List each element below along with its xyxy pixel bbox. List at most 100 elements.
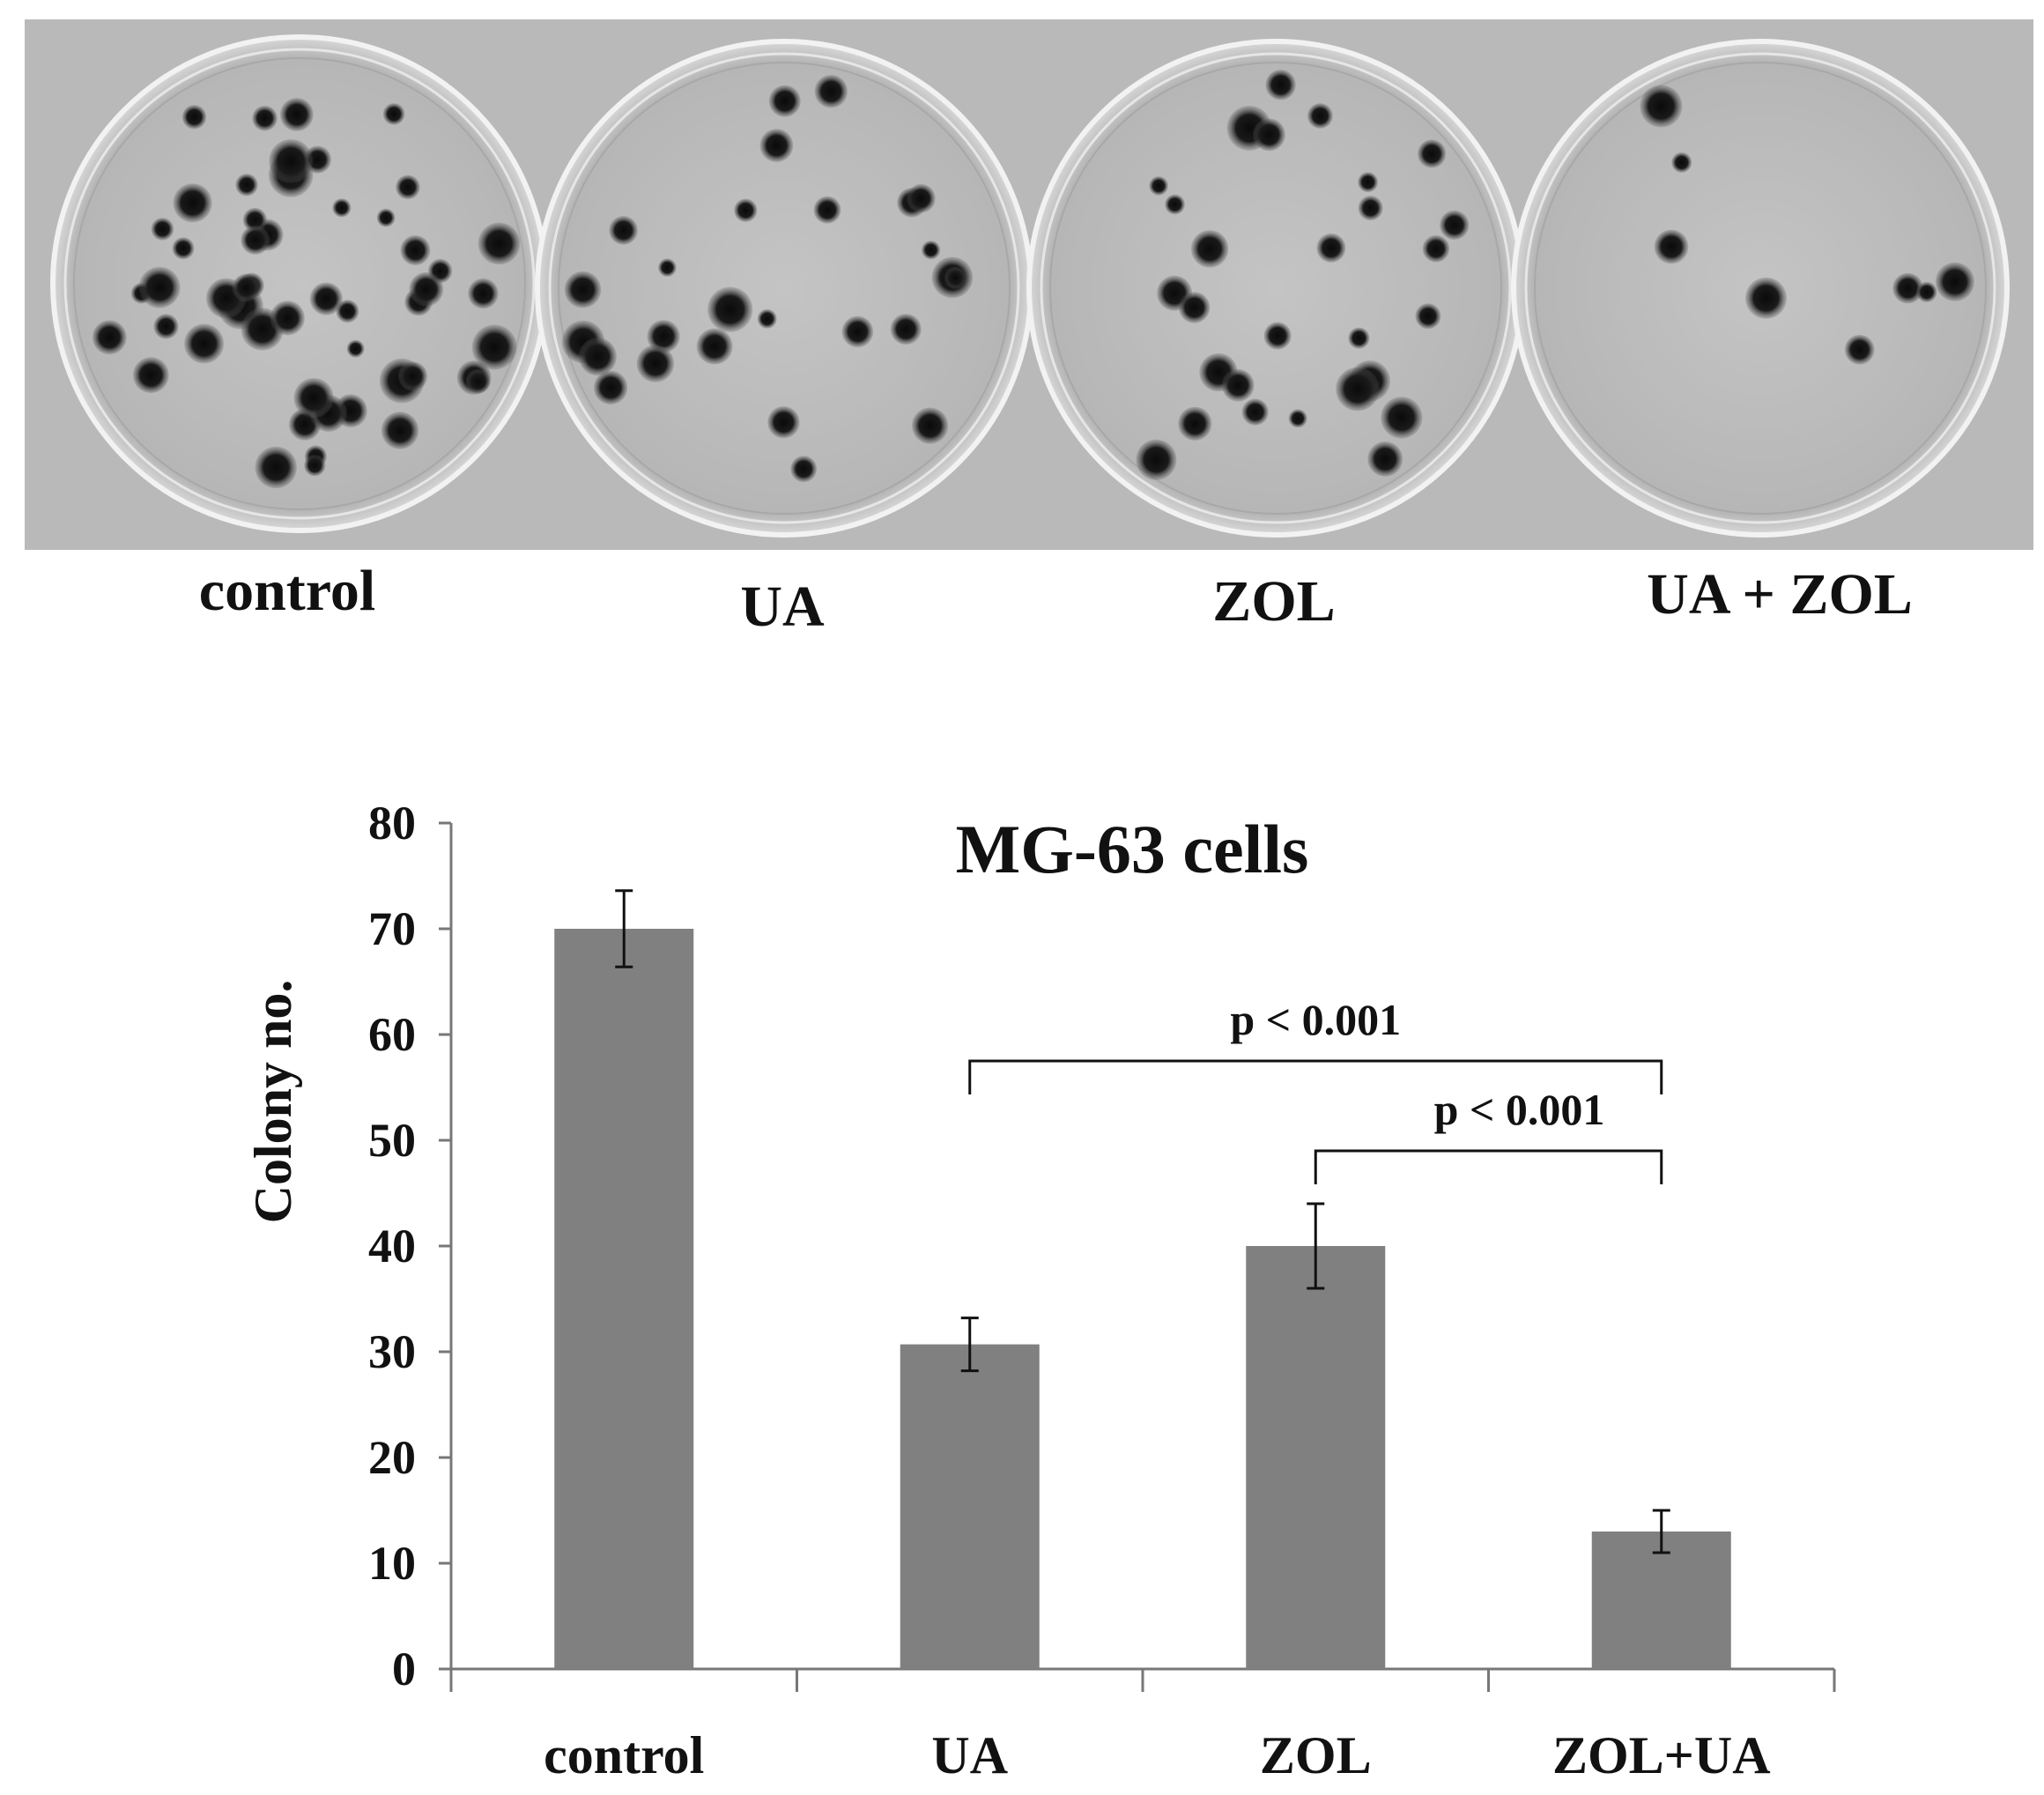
colony xyxy=(1178,406,1212,441)
significance-bracket-2: p < 0.001 xyxy=(1314,1085,1663,1184)
bracket-line xyxy=(968,1059,1663,1094)
y-tick-label: 60 xyxy=(368,1008,416,1061)
colony xyxy=(1149,176,1168,196)
colony xyxy=(636,345,675,382)
colony xyxy=(1136,439,1177,480)
significance-label: p < 0.001 xyxy=(1230,995,1401,1044)
significance-label: p < 0.001 xyxy=(1434,1085,1605,1134)
colony xyxy=(1316,233,1346,263)
colony xyxy=(184,323,225,364)
colony xyxy=(890,314,922,345)
colony xyxy=(1253,118,1285,152)
bar-zol xyxy=(1246,1246,1386,1669)
x-category-label: ZOL xyxy=(1260,1726,1372,1784)
colony xyxy=(1263,322,1292,350)
petri-dish-photo xyxy=(25,19,2033,550)
colony xyxy=(396,174,420,200)
colony xyxy=(1221,368,1255,402)
y-tick-label: 70 xyxy=(368,902,416,955)
y-tick-label: 20 xyxy=(368,1431,416,1484)
colony xyxy=(1288,409,1307,428)
colony xyxy=(332,198,352,218)
colony xyxy=(734,198,758,222)
colony xyxy=(1367,441,1403,477)
colony xyxy=(757,308,777,329)
colony xyxy=(138,266,181,308)
colony xyxy=(153,314,179,339)
petri-dish-2 xyxy=(535,39,1033,538)
colony xyxy=(813,196,841,224)
y-tick-label: 30 xyxy=(368,1325,416,1378)
colony xyxy=(1381,397,1423,439)
colony xyxy=(1241,398,1269,426)
colony xyxy=(132,357,169,394)
colony xyxy=(173,183,212,223)
dish-label-control: control xyxy=(198,559,376,623)
colony xyxy=(841,315,874,348)
colony xyxy=(578,337,617,376)
colony xyxy=(304,455,326,477)
colony xyxy=(1671,152,1692,173)
colony xyxy=(1178,292,1211,323)
colony xyxy=(1654,229,1689,264)
colony xyxy=(912,407,949,444)
colony xyxy=(397,361,428,391)
colony xyxy=(1916,281,1937,302)
y-tick-label: 0 xyxy=(392,1643,416,1695)
colony xyxy=(1422,235,1450,263)
colony xyxy=(1190,230,1229,268)
colony xyxy=(907,183,936,213)
colony xyxy=(151,218,174,241)
colony xyxy=(255,446,297,489)
dish-label-zol: ZOL xyxy=(1212,569,1336,634)
colony xyxy=(270,300,305,336)
y-tick-label: 10 xyxy=(368,1537,416,1590)
colony xyxy=(1745,277,1787,319)
colony xyxy=(1307,103,1333,129)
colony xyxy=(790,456,818,483)
colony xyxy=(279,98,314,131)
colony xyxy=(242,207,267,233)
colony xyxy=(471,324,517,370)
dish-label-ua: UA xyxy=(740,575,825,639)
colony xyxy=(594,370,628,404)
significance-bracket-1: p < 0.001 xyxy=(968,995,1663,1094)
x-category-label: UA xyxy=(931,1726,1008,1784)
colony xyxy=(1844,334,1875,365)
colony xyxy=(400,235,431,265)
colony xyxy=(381,412,419,449)
colony xyxy=(92,320,127,355)
y-tick-label: 40 xyxy=(368,1220,416,1272)
colony xyxy=(944,266,966,289)
petri-dish-4 xyxy=(1511,39,2010,538)
colony xyxy=(1640,85,1683,128)
colony xyxy=(232,273,261,302)
colony xyxy=(1358,196,1383,221)
petri-dish-image xyxy=(50,34,2010,538)
colony xyxy=(478,222,521,265)
colony xyxy=(235,174,258,197)
x-category-label: ZOL+UA xyxy=(1552,1726,1771,1784)
colony xyxy=(181,105,207,130)
colony xyxy=(1935,262,1974,301)
colony xyxy=(1358,172,1378,193)
colony xyxy=(767,406,800,439)
bracket-line xyxy=(1314,1149,1663,1184)
y-tick-label: 80 xyxy=(368,797,416,849)
bar-ua xyxy=(900,1344,1040,1669)
colony xyxy=(1440,210,1470,240)
colony xyxy=(293,378,334,419)
colony xyxy=(1415,303,1441,330)
colony xyxy=(768,85,801,117)
colony xyxy=(759,129,794,162)
colony xyxy=(346,339,365,358)
colony xyxy=(465,369,491,394)
colony xyxy=(309,282,343,315)
x-category-label: control xyxy=(544,1726,704,1784)
colony xyxy=(382,103,405,125)
bar-zol-ua xyxy=(1591,1532,1731,1669)
colony xyxy=(564,271,602,308)
colony xyxy=(252,105,278,131)
colony xyxy=(269,139,314,183)
